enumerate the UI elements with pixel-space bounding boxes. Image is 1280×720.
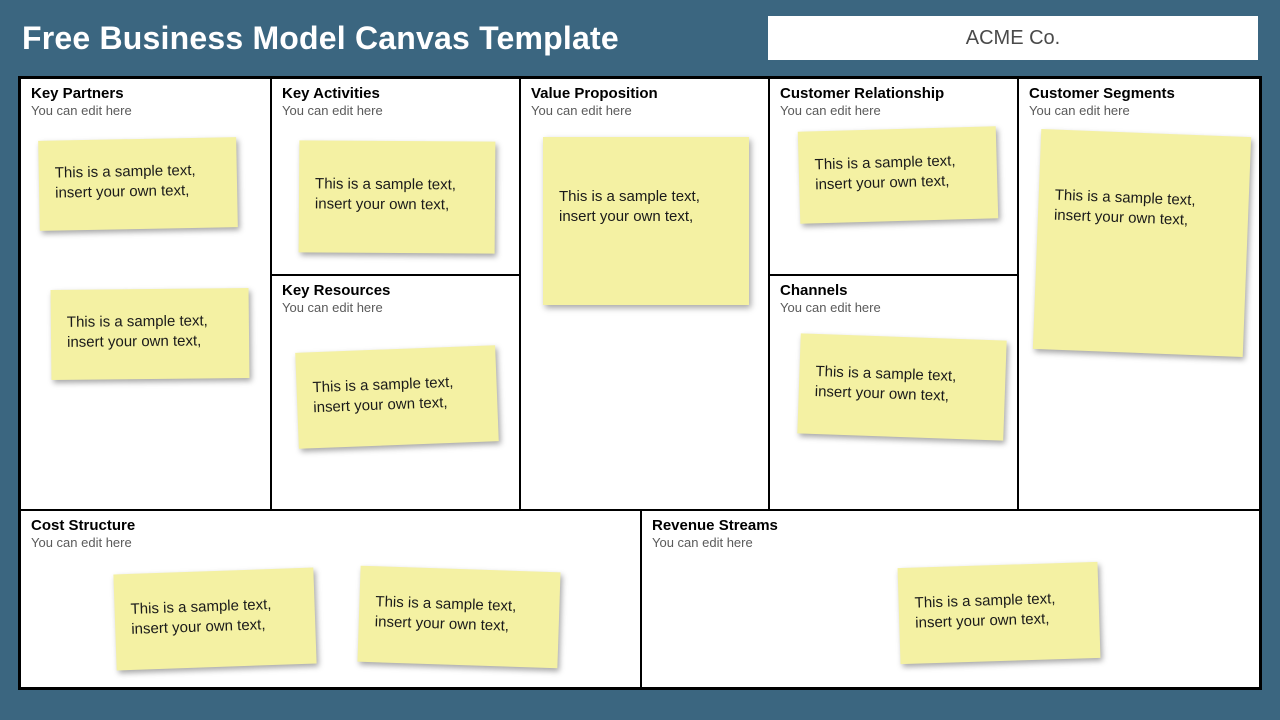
sticky-note-text: This is a sample text, insert your own t… [1054,186,1235,233]
sticky-note-text: This is a sample text, insert your own t… [312,371,483,418]
cell-title: Customer Segments [1029,85,1249,103]
sticky-note-text: This is a sample text, insert your own t… [914,588,1085,634]
sticky-note-text: This is a sample text, insert your own t… [814,150,983,195]
header: Free Business Model Canvas Template ACME… [18,16,1262,60]
cell-header: Key Partners You can edit here [21,79,270,120]
cell-header: Value Proposition You can edit here [521,79,768,120]
company-name-box[interactable]: ACME Co. [768,16,1258,60]
sticky-note[interactable]: This is a sample text, insert your own t… [543,137,749,305]
cell-header: Key Activities You can edit here [272,79,519,120]
sticky-note[interactable]: This is a sample text, insert your own t… [113,568,316,671]
sticky-note[interactable]: This is a sample text, insert your own t… [797,333,1006,440]
cell-subtitle[interactable]: You can edit here [31,535,630,550]
cell-subtitle[interactable]: You can edit here [282,103,509,118]
sticky-note[interactable]: This is a sample text, insert your own t… [1033,129,1251,357]
sticky-note[interactable]: This is a sample text, insert your own t… [357,566,560,669]
cell-title: Revenue Streams [652,517,1249,535]
cell-header: Revenue Streams You can edit here [642,511,1259,552]
cell-title: Value Proposition [531,85,758,103]
sticky-note[interactable]: This is a sample text, insert your own t… [798,126,998,223]
cell-title: Channels [780,282,1007,300]
sticky-note-text: This is a sample text, insert your own t… [67,311,235,353]
cell-header: Customer Relationship You can edit here [770,79,1017,120]
cell-title: Key Activities [282,85,509,103]
company-name-text: ACME Co. [966,27,1060,50]
sticky-note[interactable]: This is a sample text, insert your own t… [295,345,499,449]
cell-header: Channels You can edit here [770,276,1017,317]
sticky-note[interactable]: This is a sample text, insert your own t… [51,288,250,380]
cell-title: Key Partners [31,85,260,103]
sticky-note-text: This is a sample text, insert your own t… [55,160,224,204]
sticky-note-text: This is a sample text, insert your own t… [559,187,735,228]
cell-header: Customer Segments You can edit here [1019,79,1259,120]
cell-subtitle[interactable]: You can edit here [780,300,1007,315]
cell-title: Key Resources [282,282,509,300]
cell-subtitle[interactable]: You can edit here [652,535,1249,550]
cell-subtitle[interactable]: You can edit here [531,103,758,118]
sticky-note-text: This is a sample text, insert your own t… [814,362,991,409]
page-title: Free Business Model Canvas Template [22,20,619,57]
sticky-note[interactable]: This is a sample text, insert your own t… [38,137,238,231]
sticky-note-text: This is a sample text, insert your own t… [374,592,545,638]
cell-title: Customer Relationship [780,85,1007,103]
business-model-canvas: Key Partners You can edit here Key Activ… [18,76,1262,690]
cell-header: Cost Structure You can edit here [21,511,640,552]
cell-header: Key Resources You can edit here [272,276,519,317]
cell-subtitle[interactable]: You can edit here [282,300,509,315]
sticky-note-text: This is a sample text, insert your own t… [315,174,481,216]
cell-subtitle[interactable]: You can edit here [31,103,260,118]
cell-title: Cost Structure [31,517,630,535]
sticky-note[interactable]: This is a sample text, insert your own t… [299,140,496,253]
cell-subtitle[interactable]: You can edit here [1029,103,1249,118]
sticky-note-text: This is a sample text, insert your own t… [130,594,301,640]
cell-subtitle[interactable]: You can edit here [780,103,1007,118]
sticky-note[interactable]: This is a sample text, insert your own t… [898,562,1101,664]
